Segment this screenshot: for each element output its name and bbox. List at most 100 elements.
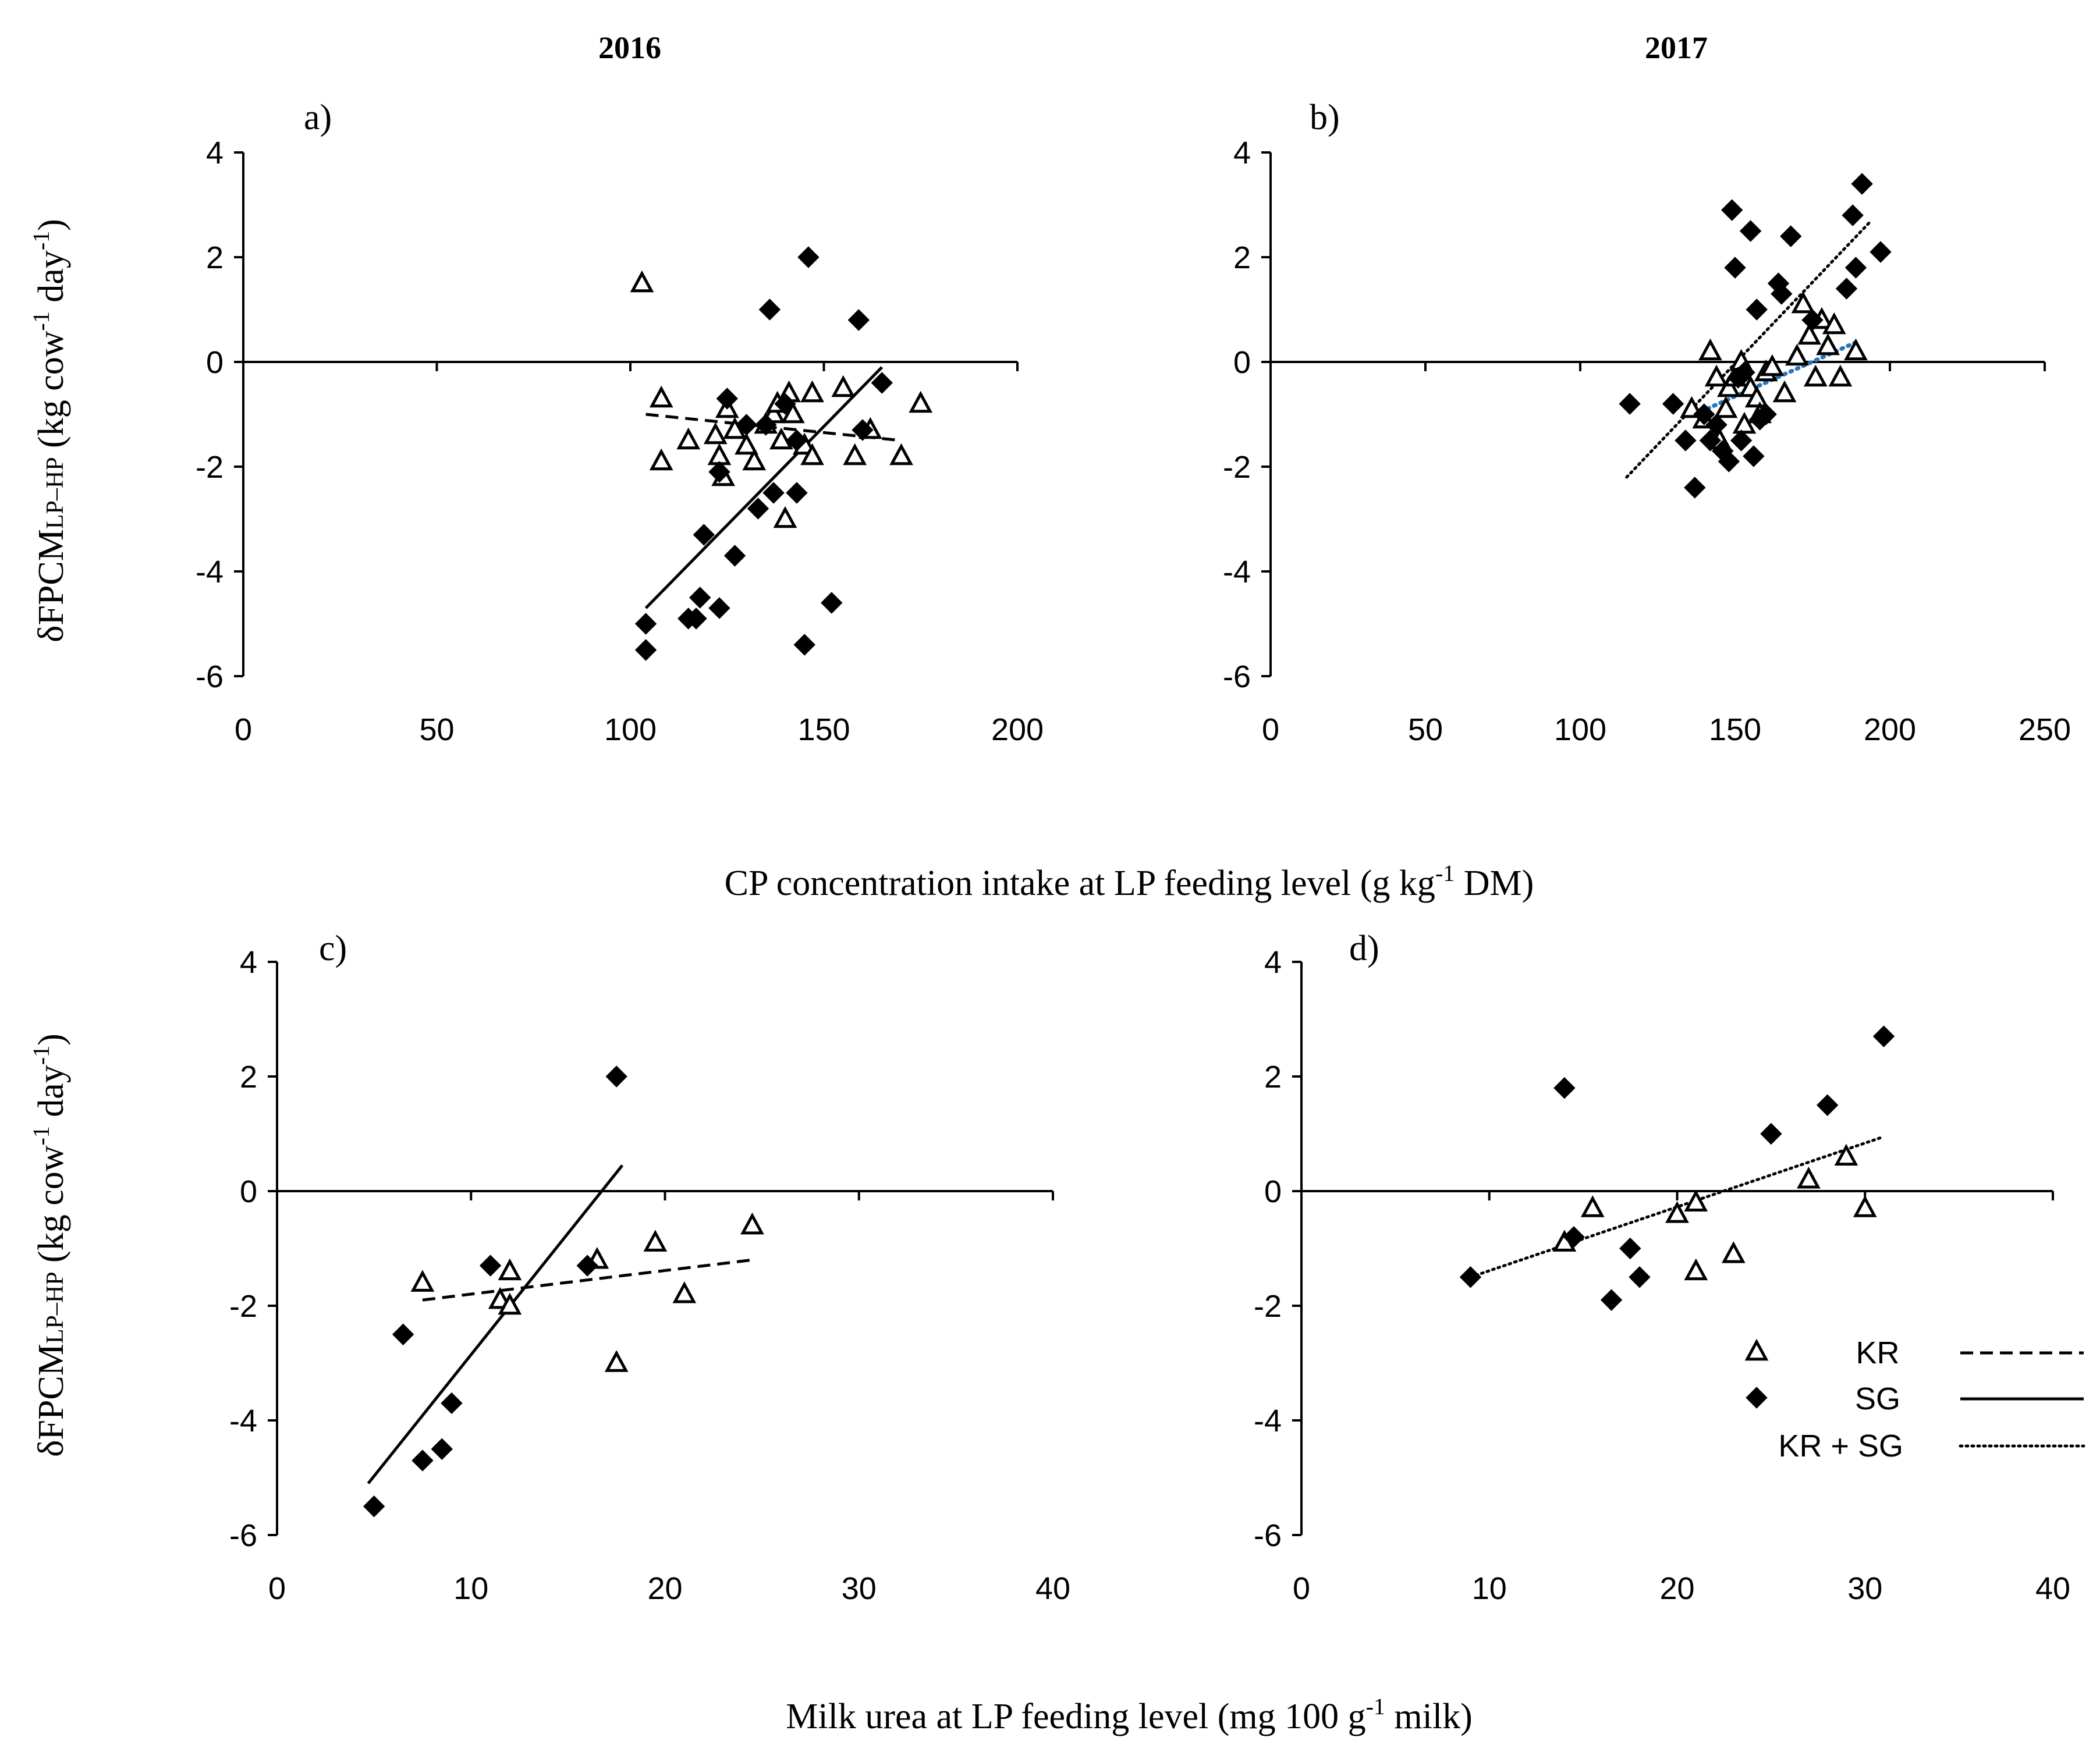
y-tick-label: 4 <box>240 945 257 980</box>
point-sg <box>1675 429 1697 452</box>
point-sg <box>755 414 777 436</box>
bottom-x-axis-label: Milk urea at LP feeding level (mg 100 g-… <box>786 1693 1473 1736</box>
col-title-2016: 2016 <box>598 30 661 65</box>
point-sg <box>716 388 738 410</box>
point-kr <box>498 1258 522 1281</box>
x-tick-label: 0 <box>1293 1571 1310 1606</box>
x-tick-label: 100 <box>604 712 657 747</box>
point-sg <box>786 429 808 452</box>
y-tick-label: 0 <box>206 345 224 380</box>
point-sg <box>723 545 746 567</box>
legend-label: SG <box>1855 1381 1900 1416</box>
point-sg <box>1724 257 1746 279</box>
point-kr <box>672 1281 697 1303</box>
point-sg <box>1872 1025 1895 1047</box>
point-sg <box>1733 361 1755 383</box>
point-sg <box>1553 1076 1576 1099</box>
point-kr <box>742 448 767 471</box>
fit-line-kr <box>422 1258 753 1302</box>
y-tick-label: 2 <box>206 240 224 275</box>
point-sg <box>708 461 730 483</box>
y-tick-label: -6 <box>1254 1518 1282 1553</box>
point-sg <box>1459 1266 1482 1288</box>
point-kr <box>889 443 913 466</box>
point-sg <box>1835 278 1858 300</box>
point-kr <box>707 443 732 466</box>
top-x-axis-label: CP concentration intake at LP feeding le… <box>725 860 1534 903</box>
y-tick-label: -4 <box>196 555 224 589</box>
x-tick-label: 40 <box>1035 1571 1070 1606</box>
point-sg <box>1718 450 1740 472</box>
point-sg <box>412 1449 434 1472</box>
legend-label: KR + SG <box>1778 1429 1903 1463</box>
y-tick-label: -4 <box>1254 1404 1282 1438</box>
panel-b: b) -6 -4 -2 0 2 4 0 50 100 150 200 250 <box>1223 98 2071 747</box>
y-tick-label: -4 <box>1223 555 1251 589</box>
point-sg <box>1739 220 1762 242</box>
y-tick-label: -2 <box>1223 450 1251 485</box>
y-tick-label: -6 <box>229 1518 257 1553</box>
bottom-y-axis-label: δFPCMLP–HP (kg cow-1 day-1) <box>28 1033 71 1457</box>
point-sg <box>1746 299 1768 321</box>
legend-marker-kr <box>1744 1338 1769 1361</box>
point-kr <box>1580 1195 1605 1217</box>
x-tick-label: 40 <box>2035 1571 2070 1606</box>
point-sg <box>1743 445 1765 467</box>
legend-label: KR <box>1856 1335 1899 1370</box>
x-tick-label: 150 <box>797 712 850 747</box>
y-tick-label: -6 <box>1223 659 1251 694</box>
point-kr <box>1721 1241 1746 1263</box>
point-sg <box>847 309 870 331</box>
point-sg <box>793 634 815 656</box>
point-kr <box>1853 1195 1877 1217</box>
point-sg <box>747 498 769 520</box>
point-kr <box>1822 312 1846 335</box>
point-sg <box>1563 1226 1585 1248</box>
point-sg <box>479 1255 502 1277</box>
point-sg <box>821 592 843 614</box>
point-sg <box>1619 1237 1641 1260</box>
point-sg <box>758 299 781 321</box>
top-y-axis-label: δFPCMLP–HP (kg cow-1 day-1) <box>28 219 71 642</box>
fit-line-sg <box>367 1164 624 1484</box>
point-kr <box>723 417 747 439</box>
point-kr <box>1760 354 1785 376</box>
point-kr <box>649 385 673 408</box>
point-kr <box>1704 364 1729 387</box>
y-tick-label: 2 <box>1264 1060 1282 1095</box>
point-sg <box>392 1323 414 1345</box>
x-tick-label: 0 <box>1262 712 1279 747</box>
point-kr <box>773 506 797 528</box>
point-sg <box>693 524 715 546</box>
y-tick-label: 4 <box>1264 945 1282 980</box>
panel-label: c) <box>319 929 347 968</box>
point-kr <box>703 422 728 445</box>
x-tick-label: 200 <box>991 712 1044 747</box>
point-kr <box>649 448 673 471</box>
point-sg <box>1842 204 1864 226</box>
point-kr <box>643 1230 668 1252</box>
x-tick-label: 50 <box>419 712 454 747</box>
point-sg <box>852 419 874 441</box>
point-kr <box>676 427 701 450</box>
point-kr <box>1785 343 1809 366</box>
point-sg <box>762 482 785 504</box>
x-tick-label: 30 <box>842 1571 877 1606</box>
point-sg <box>689 587 711 609</box>
point-kr <box>1684 1258 1708 1281</box>
point-kr <box>1684 1189 1708 1211</box>
point-sg <box>1619 393 1641 415</box>
point-sg <box>1780 225 1802 247</box>
point-kr <box>410 1270 435 1292</box>
y-tick-label: -4 <box>229 1404 257 1438</box>
point-sg <box>1705 414 1727 436</box>
point-sg <box>363 1495 385 1518</box>
point-kr <box>1772 380 1797 403</box>
y-tick-label: 2 <box>240 1060 257 1095</box>
point-kr <box>831 375 856 397</box>
point-kr <box>740 1212 764 1235</box>
x-tick-label: 100 <box>1554 712 1606 747</box>
point-kr <box>1834 1143 1858 1166</box>
x-tick-label: 0 <box>268 1571 286 1606</box>
